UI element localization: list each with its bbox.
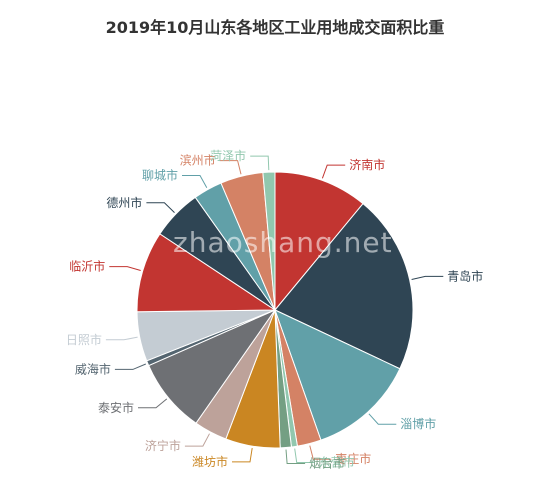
slice-label: 威海市 — [75, 361, 111, 376]
label-leader-line — [109, 266, 141, 271]
slice-label: 滨州市 — [180, 153, 216, 168]
label-leader-line — [184, 433, 210, 447]
slice-label: 聊城市 — [142, 168, 178, 183]
slice-label: 泰安市 — [98, 400, 134, 415]
label-leader-line — [285, 449, 306, 464]
pie-slice[interactable] — [136, 233, 277, 313]
label-leader-line — [321, 164, 346, 179]
pie-slices — [136, 171, 414, 449]
label-leader-line — [309, 445, 332, 460]
slice-label: 青岛市 — [447, 268, 483, 283]
slice-label: 菏泽市 — [210, 148, 246, 163]
slice-label: 淄博市 — [400, 416, 436, 431]
label-leader-line — [138, 398, 168, 409]
pie-slice[interactable] — [274, 171, 364, 312]
slice-label: 济宁市 — [145, 438, 181, 453]
label-leader-line — [411, 275, 444, 280]
label-leader-line — [250, 155, 270, 171]
slice-label: 枣庄市 — [335, 451, 371, 466]
label-leader-line — [105, 336, 138, 341]
label-leader-line — [294, 448, 315, 463]
label-leader-line — [368, 413, 397, 425]
slice-label: 临沂市 — [69, 259, 105, 274]
label-leader-line — [232, 448, 253, 463]
slice-label: 潍坊市 — [192, 454, 228, 469]
chart-title: 2019年10月山东各地区工业用地成交面积比重 — [105, 18, 445, 37]
label-leader-lines — [105, 155, 444, 464]
label-leader-line — [114, 363, 146, 370]
label-leader-line — [182, 175, 208, 188]
label-leader-line — [219, 160, 242, 175]
pie-slice[interactable] — [274, 202, 414, 370]
slice-label: 济南市 — [349, 157, 385, 172]
pie-slice[interactable] — [262, 171, 276, 311]
pie-slice[interactable] — [274, 309, 401, 441]
slice-label: 日照市 — [66, 332, 102, 347]
slice-label: 德州市 — [106, 195, 142, 210]
slice-label: 烟台市 — [309, 456, 345, 471]
label-leader-line — [146, 202, 175, 213]
slice-label: 东营市 — [319, 455, 355, 470]
